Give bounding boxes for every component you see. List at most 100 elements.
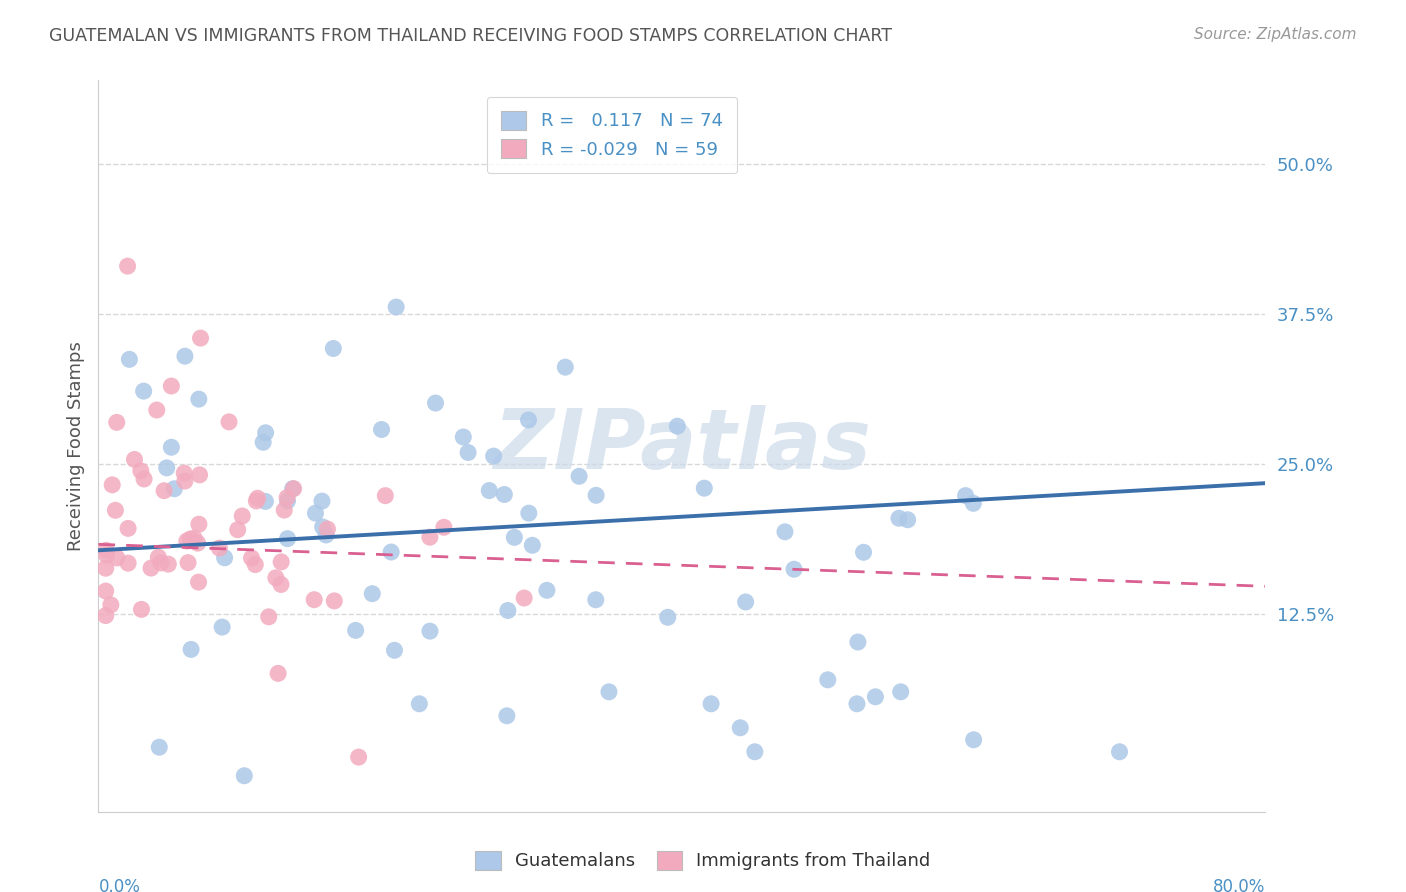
Point [94,561,117,575]
Point [315,528,337,542]
Point [425,396,447,410]
Point [347,750,370,764]
Point [187,575,209,590]
Point [478,483,501,498]
Point [887,511,910,525]
Point [585,592,607,607]
Point [494,487,516,501]
Point [783,562,806,576]
Point [173,474,195,488]
Point [132,472,155,486]
Point [187,392,209,406]
Point [163,482,186,496]
Point [211,620,233,634]
Point [174,349,197,363]
Point [517,413,540,427]
Point [117,259,139,273]
Point [129,464,152,478]
Point [311,520,333,534]
Point [118,352,141,367]
Point [117,556,139,570]
Point [773,524,796,539]
Point [846,697,869,711]
Point [139,561,162,575]
Point [96,548,118,562]
Point [148,740,170,755]
Point [176,534,198,549]
Point [148,550,170,565]
Point [897,513,920,527]
Point [276,493,298,508]
Point [150,556,173,570]
Point [503,530,526,544]
Point [188,467,211,482]
Point [100,598,122,612]
Point [226,523,249,537]
Point [131,602,153,616]
Point [316,522,339,536]
Point [94,584,117,599]
Point [270,577,292,591]
Point [254,494,277,508]
Point [730,721,752,735]
Point [94,608,117,623]
Point [734,595,756,609]
Point [962,732,984,747]
Point [657,610,679,624]
Point [240,551,263,566]
Point [157,557,180,571]
Point [453,430,475,444]
Point [419,624,441,639]
Point [231,508,253,523]
Point [283,482,305,496]
Point [270,555,292,569]
Point [846,635,869,649]
Point [666,419,689,434]
Point [183,531,205,545]
Point [700,697,723,711]
Point [254,425,277,440]
Point [408,697,430,711]
Point [281,482,304,496]
Point [513,591,536,605]
Point [370,422,392,436]
Point [276,532,298,546]
Point [160,440,183,454]
Point [177,556,200,570]
Point [252,435,274,450]
Point [865,690,887,704]
Point [173,466,195,480]
Point [374,489,396,503]
Point [482,449,505,463]
Point [496,708,519,723]
Point [693,481,716,495]
Point [276,491,298,505]
Point [190,331,212,345]
Point [433,520,456,534]
Point [104,503,127,517]
Point [496,603,519,617]
Text: GUATEMALAN VS IMMIGRANTS FROM THAILAND RECEIVING FOOD STAMPS CORRELATION CHART: GUATEMALAN VS IMMIGRANTS FROM THAILAND R… [49,27,893,45]
Legend: Guatemalans, Immigrants from Thailand: Guatemalans, Immigrants from Thailand [468,844,938,878]
Point [179,532,201,546]
Point [955,489,977,503]
Point [598,685,620,699]
Legend: R =   0.117   N = 74, R = -0.029   N = 59: R = 0.117 N = 74, R = -0.029 N = 59 [486,96,737,173]
Point [257,610,280,624]
Point [517,506,540,520]
Point [245,494,267,508]
Point [361,587,384,601]
Point [218,415,240,429]
Point [568,469,591,483]
Point [384,643,406,657]
Point [146,403,169,417]
Point [817,673,839,687]
Y-axis label: Receiving Food Stamps: Receiving Food Stamps [66,341,84,551]
Point [302,592,325,607]
Point [344,624,367,638]
Point [105,416,128,430]
Point [536,583,558,598]
Text: 80.0%: 80.0% [1213,878,1265,892]
Point [187,536,209,550]
Point [233,769,256,783]
